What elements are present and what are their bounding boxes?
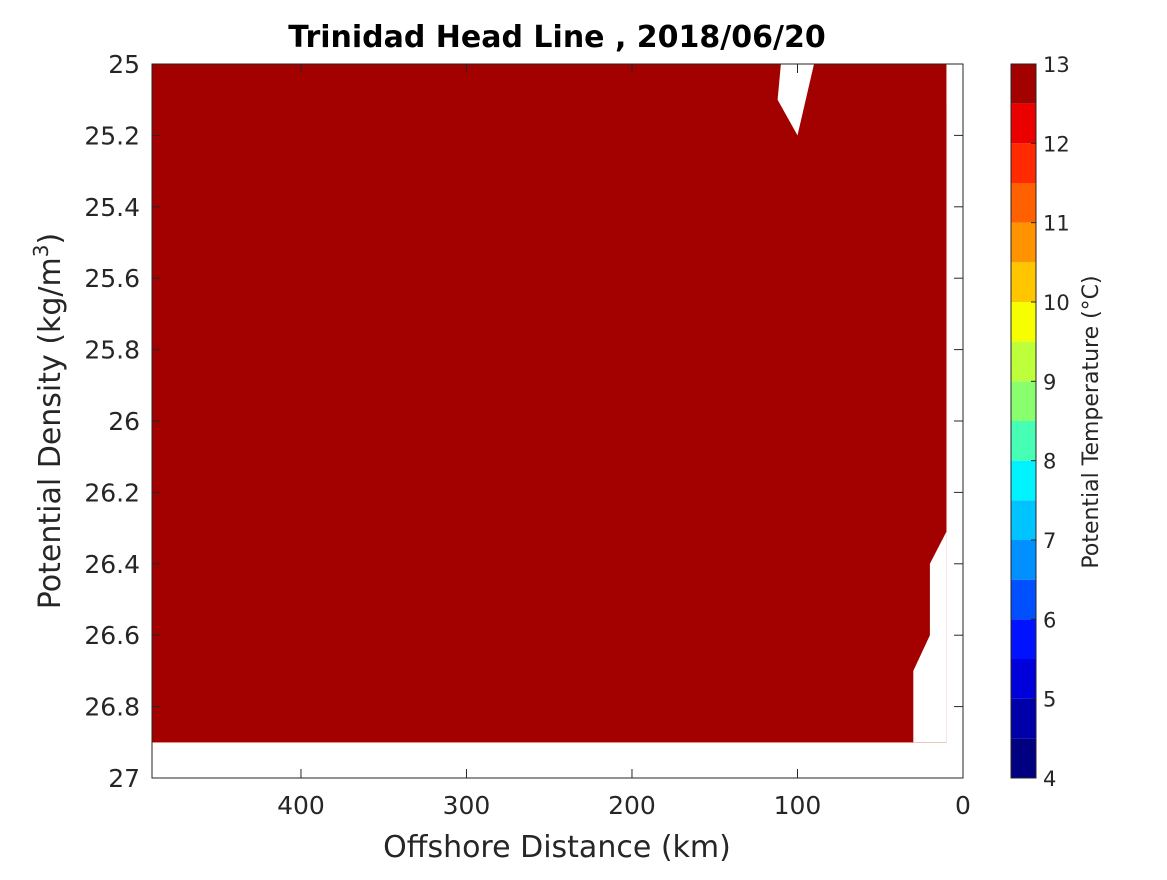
colorbar-segment [1011,659,1036,699]
y-axis-label-main: Potential Density (kg/m [33,257,68,609]
y-axis-label-superscript: 3 [29,244,53,257]
colorbar-tick-label: 6 [1043,608,1056,632]
colorbar-tick-label: 7 [1043,529,1056,553]
colorbar-tick-label: 11 [1043,212,1070,236]
axes-layer: 400 300 200 100 0 25 25.2 25.4 25.6 25.8 26 26.2 26.… [84,50,971,820]
plot-layer [152,64,947,743]
colorbar-tick-label: 9 [1043,370,1056,394]
y-tick-label: 26.4 [84,550,140,579]
colorbar-segment [1011,698,1036,739]
colorbar-segment [1011,738,1036,778]
y-tick-label: 27 [108,764,140,793]
y-axis-label: Potential Density (kg/m3) [29,233,68,609]
colorbar-segment [1011,460,1036,501]
y-tick-label: 26.6 [84,621,140,650]
colorbar-tick-label: 4 [1043,767,1056,791]
blank-region [777,64,814,136]
y-tick-label: 25.2 [84,121,140,150]
chart-title: Trinidad Head Line , 2018/06/20 [288,20,825,55]
x-axis-label: Offshore Distance (km) [383,830,731,865]
colorbar-segment [1011,183,1036,223]
colorbar-segment [1011,619,1036,659]
colorbar-segment [1011,341,1036,382]
colorbar-tick-label: 13 [1043,53,1070,77]
y-tick-label: 25.6 [84,264,140,293]
colorbar-segment [1011,103,1036,144]
colorbar-tick-label: 8 [1043,450,1056,474]
colorbar-frame [1010,63,1037,779]
colorbar-segment [1011,302,1036,342]
colorbar-segment [1011,262,1036,302]
x-tick-label: 100 [774,791,822,820]
colorbar-tick-label: 10 [1043,291,1070,315]
y-tick-label: 25 [108,50,140,79]
y-tick-label: 26.8 [84,693,140,722]
x-tick-label: 200 [608,791,656,820]
colorbar-layer: 4 5 6 7 8 9 10 11 12 13 [1010,53,1070,791]
x-tick-label: 300 [443,791,491,820]
y-tick-label: 26.2 [84,478,140,507]
colorbar-segment [1011,540,1036,580]
y-tick-label: 25.4 [84,193,140,222]
colorbar-segment [1011,500,1036,540]
colorbar-segment [1011,579,1036,620]
x-tick-label: 0 [955,791,971,820]
y-tick-label: 26 [108,407,140,436]
y-tick-label: 25.8 [84,336,140,365]
colorbar-segment [1011,381,1036,421]
colorbar-segment [1011,421,1036,461]
colorbar-tick-label: 5 [1043,688,1056,712]
colorbar-label: Potential Temperature (°C) [1079,275,1104,568]
contour-band [152,64,947,743]
blank-region [913,531,947,743]
colorbar-segment [1011,64,1036,104]
colorbar-segment [1011,222,1036,263]
y-axis-label-close: ) [33,233,68,245]
colorbar-tick-label: 12 [1043,132,1070,156]
colorbar-segment [1011,143,1036,183]
x-tick-label: 400 [277,791,325,820]
